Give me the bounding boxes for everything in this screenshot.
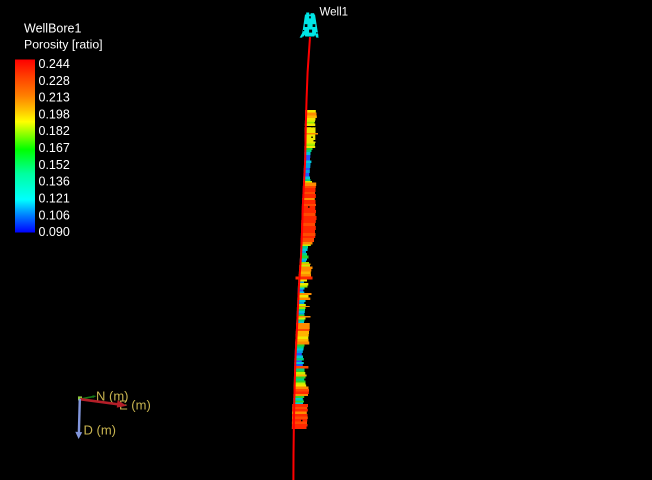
svg-text:0.090: 0.090 xyxy=(39,225,70,239)
svg-text:Porosity [ratio]: Porosity [ratio] xyxy=(24,38,103,52)
svg-text:E (m): E (m) xyxy=(119,397,151,412)
svg-text:0.106: 0.106 xyxy=(39,208,70,222)
svg-text:0.213: 0.213 xyxy=(39,91,70,105)
svg-text:0.121: 0.121 xyxy=(39,192,70,206)
svg-text:0.152: 0.152 xyxy=(39,158,70,172)
svg-text:N (m): N (m) xyxy=(96,389,129,404)
svg-text:0.182: 0.182 xyxy=(39,124,70,138)
svg-text:0.228: 0.228 xyxy=(39,74,70,88)
svg-text:WellBore1: WellBore1 xyxy=(24,22,81,36)
svg-text:0.198: 0.198 xyxy=(39,108,70,122)
svg-text:0.244: 0.244 xyxy=(39,57,70,71)
svg-text:0.136: 0.136 xyxy=(39,175,70,189)
svg-text:0.167: 0.167 xyxy=(39,141,70,155)
svg-text:Well1: Well1 xyxy=(320,6,349,18)
svg-text:D (m): D (m) xyxy=(84,423,117,438)
